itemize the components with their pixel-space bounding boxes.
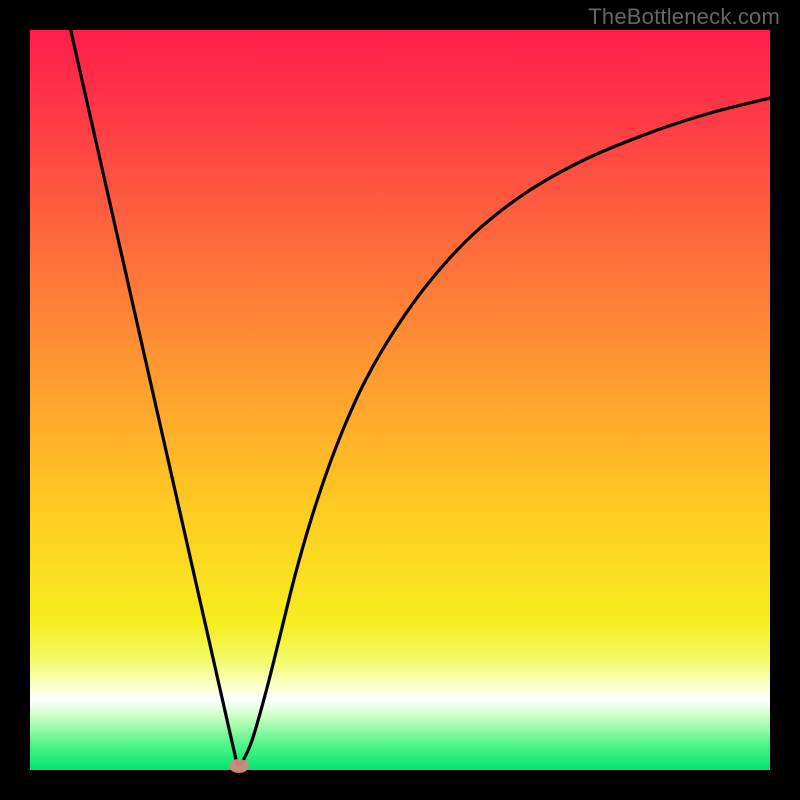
attribution-watermark: TheBottleneck.com xyxy=(588,4,780,30)
plot-area xyxy=(30,30,770,770)
minimum-marker xyxy=(229,759,249,773)
bottleneck-curve xyxy=(30,30,770,770)
chart-frame: TheBottleneck.com xyxy=(0,0,800,800)
